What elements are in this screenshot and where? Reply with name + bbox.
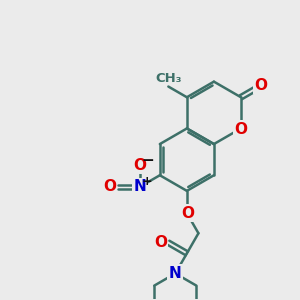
Text: O: O <box>181 206 194 221</box>
Text: N: N <box>169 266 182 281</box>
Text: O: O <box>234 122 248 136</box>
Text: +: + <box>141 175 152 188</box>
Text: O: O <box>103 179 116 194</box>
Text: O: O <box>133 158 146 173</box>
Text: N: N <box>134 179 146 194</box>
Text: −: − <box>142 154 154 169</box>
Text: O: O <box>254 78 268 93</box>
Text: CH₃: CH₃ <box>155 72 182 85</box>
Text: O: O <box>154 235 167 250</box>
